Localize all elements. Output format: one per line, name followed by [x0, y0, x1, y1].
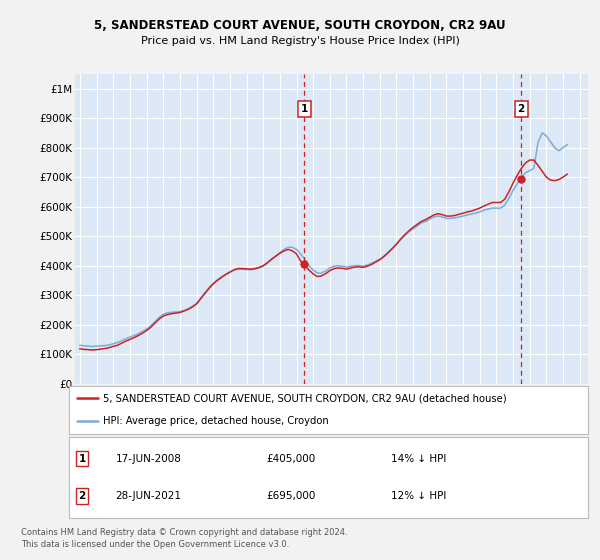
- Text: Price paid vs. HM Land Registry's House Price Index (HPI): Price paid vs. HM Land Registry's House …: [140, 36, 460, 46]
- Text: 1: 1: [301, 104, 308, 114]
- Text: HPI: Average price, detached house, Croydon: HPI: Average price, detached house, Croy…: [103, 416, 328, 426]
- Text: 1: 1: [79, 454, 86, 464]
- Text: Contains HM Land Registry data © Crown copyright and database right 2024.
This d: Contains HM Land Registry data © Crown c…: [21, 528, 347, 549]
- Text: 14% ↓ HPI: 14% ↓ HPI: [391, 454, 446, 464]
- Text: 12% ↓ HPI: 12% ↓ HPI: [391, 491, 446, 501]
- Text: 17-JUN-2008: 17-JUN-2008: [116, 454, 182, 464]
- Text: 2: 2: [518, 104, 525, 114]
- Text: 5, SANDERSTEAD COURT AVENUE, SOUTH CROYDON, CR2 9AU: 5, SANDERSTEAD COURT AVENUE, SOUTH CROYD…: [94, 18, 506, 32]
- Text: 5, SANDERSTEAD COURT AVENUE, SOUTH CROYDON, CR2 9AU (detached house): 5, SANDERSTEAD COURT AVENUE, SOUTH CROYD…: [103, 393, 506, 403]
- Text: 28-JUN-2021: 28-JUN-2021: [116, 491, 182, 501]
- Text: £695,000: £695,000: [266, 491, 316, 501]
- Text: 2: 2: [79, 491, 86, 501]
- Text: £405,000: £405,000: [266, 454, 316, 464]
